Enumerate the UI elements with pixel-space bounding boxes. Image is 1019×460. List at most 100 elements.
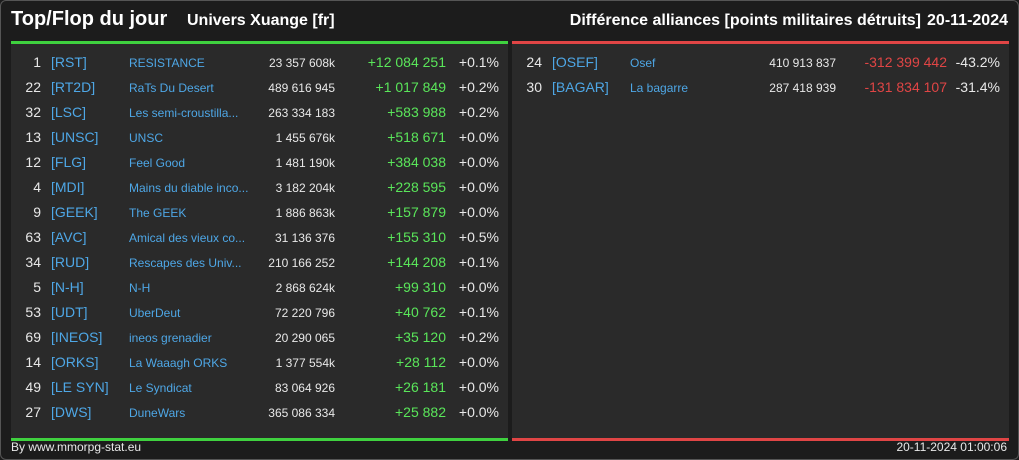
points-cell: 23 357 608k [268,56,335,70]
alliance-name-link[interactable]: DuneWars [129,406,186,420]
rank-cell: 22 [25,79,41,95]
alliance-name-link[interactable]: Le Syndicat [129,381,192,395]
flop-row: 30 [BAGAR] La bagarre 287 418 939 -131 834 1… [512,75,1009,100]
rank-cell: 12 [25,154,41,170]
alliance-tag-link[interactable]: [RT2D] [51,79,96,95]
percent-cell: +0.0% [458,379,499,395]
rank-cell: 49 [25,379,41,395]
alliance-tag-link[interactable]: [OSEF] [552,54,598,70]
alliance-tag-link[interactable]: [LSC] [51,104,87,120]
alliance-tag-link[interactable]: [DWS] [51,404,92,420]
points-cell: 1 377 554k [275,356,335,370]
ranking-subtitle: Différence alliances [points militaires … [569,12,921,29]
percent-cell: +0.0% [458,279,499,295]
alliance-tag-link[interactable]: [LE SYN] [51,379,109,395]
points-cell: 210 166 252 [268,256,335,270]
footer-credit: By www.mmorpg-stat.eu [11,440,142,454]
top-row: 1 [RST] RESISTANCE 23 357 608k +12 084 251 +0… [11,50,508,75]
diff-cell: +384 038 [387,154,446,170]
alliance-name-link[interactable]: RESISTANCE [129,56,205,70]
alliance-tag-link[interactable]: [BAGAR] [552,79,609,95]
diff-cell: -312 399 442 [864,54,947,70]
rank-cell: 1 [33,54,41,70]
alliance-tag-link[interactable]: [GEEK] [51,204,98,220]
alliance-tag-link[interactable]: [AVC] [51,229,87,245]
points-cell: 83 064 926 [274,381,335,395]
alliance-name-link[interactable]: UberDeut [129,306,181,320]
percent-cell: -31.4% [955,79,1000,95]
diff-cell: +518 671 [387,129,446,145]
diff-cell: +99 310 [395,279,446,295]
points-cell: 31 136 376 [274,231,335,245]
rank-cell: 13 [25,129,41,145]
percent-cell: +0.1% [458,304,499,320]
top-row: 5 [N-H] N-H 2 868 624k +99 310 +0.0% [11,275,508,300]
rank-cell: 24 [526,54,542,70]
flop-panel: 24 [OSEF] Osef 410 913 837 -312 399 442 -43.2… [512,41,1009,441]
alliance-name-link[interactable]: Mains du diable inco... [129,181,249,195]
alliance-tag-link[interactable]: [FLG] [51,154,87,170]
percent-cell: +0.0% [458,129,499,145]
universe-label: Univers Xuange [fr] [187,12,335,29]
alliance-tag-link[interactable]: [UNSC] [51,129,99,145]
flop-row: 24 [OSEF] Osef 410 913 837 -312 399 442 -43.2… [512,50,1009,75]
alliance-name-link[interactable]: Rescapes des Univ... [129,256,242,270]
alliance-name-link[interactable]: N-H [129,281,151,295]
alliance-name-link[interactable]: Feel Good [129,156,186,170]
percent-cell: +0.0% [458,204,499,220]
diff-cell: +228 595 [387,179,446,195]
diff-cell: +144 208 [387,254,446,270]
top-row: 9 [GEEK] The GEEK 1 886 863k +157 879 +0.0% [11,200,508,225]
alliance-tag-link[interactable]: [UDT] [51,304,88,320]
footer-timestamp: 20-11-2024 01:00:06 [896,440,1007,454]
alliance-name-link[interactable]: ineos grenadier [129,331,212,345]
rank-cell: 4 [33,179,41,195]
alliance-tag-link[interactable]: [ORKS] [51,354,99,370]
points-cell: 263 334 183 [268,106,335,120]
alliance-name-link[interactable]: UNSC [129,131,164,145]
points-cell: 2 868 624k [275,281,335,295]
rank-cell: 9 [33,204,41,220]
top-row: 27 [DWS] DuneWars 365 086 334 +25 882 +0.0% [11,400,508,425]
points-cell: 20 290 065 [274,331,335,345]
rank-cell: 30 [526,79,542,95]
alliance-name-link[interactable]: Amical des vieux co... [129,231,246,245]
diff-cell: +40 762 [395,304,446,320]
alliance-name-link[interactable]: Osef [630,56,656,70]
points-cell: 1 481 190k [275,156,335,170]
top-row: 34 [RUD] Rescapes des Univ... 210 166 252 +1… [11,250,508,275]
alliance-name-link[interactable]: Les semi-croustilla... [129,106,239,120]
percent-cell: -43.2% [955,54,1000,70]
alliance-tag-link[interactable]: [RST] [51,54,87,70]
alliance-name-link[interactable]: The GEEK [129,206,187,220]
alliance-tag-link[interactable]: [INEOS] [51,329,103,345]
diff-cell: -131 834 107 [864,79,947,95]
header-date: 20-11-2024 [927,12,1008,29]
percent-cell: +0.2% [458,79,499,95]
percent-cell: +0.1% [458,54,499,70]
alliance-name-link[interactable]: RaTs Du Desert [129,81,214,95]
top-row: 4 [MDI] Mains du diable inco... 3 182 204k +… [11,175,508,200]
points-cell: 365 086 334 [268,406,335,420]
diff-cell: +1 017 849 [375,79,446,95]
alliance-tag-link[interactable]: [N-H] [51,279,84,295]
alliance-tag-link[interactable]: [RUD] [51,254,90,270]
points-cell: 1 455 676k [275,131,335,145]
alliance-name-link[interactable]: La bagarre [630,81,689,95]
points-cell: 3 182 204k [275,181,335,195]
percent-cell: +0.0% [458,404,499,420]
alliance-name-link[interactable]: La Waaagh ORKS [129,356,228,370]
rank-cell: 32 [25,104,41,120]
rank-cell: 34 [25,254,41,270]
percent-cell: +0.5% [458,229,499,245]
rank-cell: 27 [25,404,41,420]
top-row: 13 [UNSC] UNSC 1 455 676k +518 671 +0.0% [11,125,508,150]
diff-cell: +583 988 [387,104,446,120]
top-row: 49 [LE SYN] Le Syndicat 83 064 926 +26 181 +0… [11,375,508,400]
percent-cell: +0.2% [458,329,499,345]
top-panel: 1 [RST] RESISTANCE 23 357 608k +12 084 251 +0… [11,41,508,441]
percent-cell: +0.2% [458,104,499,120]
alliance-tag-link[interactable]: [MDI] [51,179,85,195]
percent-cell: +0.1% [458,254,499,270]
